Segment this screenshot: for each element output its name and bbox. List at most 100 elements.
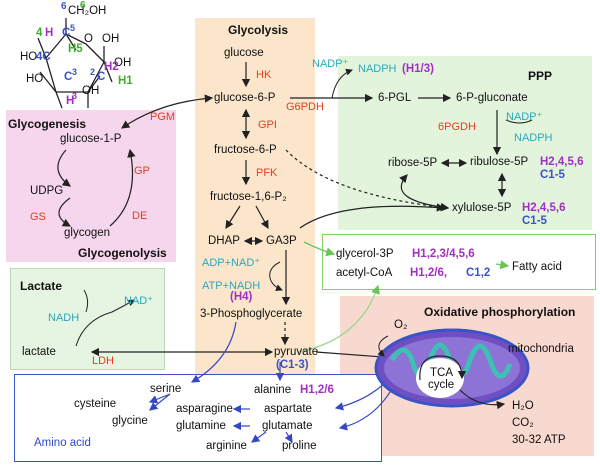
glycine-label: glycine xyxy=(112,415,148,427)
pgm-enzyme: PGM xyxy=(150,111,176,123)
asparagine-label: asparagine xyxy=(176,403,233,415)
glucose-h3: H xyxy=(66,95,75,107)
glycogen-panel xyxy=(6,110,176,262)
proline-label: proline xyxy=(282,440,317,452)
co2-label: CO₂ xyxy=(512,417,534,429)
alanine-label: alanine xyxy=(254,384,292,396)
glycerol-h-label: H1,2,3/4,5,6 xyxy=(412,248,475,260)
glucose-6p-label: glucose-6-P xyxy=(214,92,276,104)
fatty-acid-label: Fatty acid xyxy=(512,261,562,273)
acetyl-h-label: H1,2/6, xyxy=(410,267,448,279)
udpg-label: UDPG xyxy=(30,185,64,197)
6pgdh-enzyme: 6PGDH xyxy=(438,121,476,133)
amino-acid-title: Amino acid xyxy=(34,437,91,449)
acetyl-coa-label: acetyl-CoA xyxy=(336,267,393,279)
pyruvate-label: pyruvate xyxy=(274,346,319,358)
glucose-oh3: OH xyxy=(82,85,100,97)
mitochondria-label: mitochondria xyxy=(508,343,574,355)
glucose-ho3: HO xyxy=(26,73,44,85)
glucose-oh1: OH xyxy=(102,33,120,45)
g6pdh-enzyme: G6PDH xyxy=(286,101,324,113)
nadh-cofactor: NADH xyxy=(48,312,80,324)
glucose-c3-index: 3 xyxy=(72,67,78,77)
fatty-acid-panel xyxy=(322,234,596,290)
glycogenolysis-title: Glycogenolysis xyxy=(78,246,167,260)
6-p-gluconate-label: 6-P-gluconate xyxy=(456,92,528,104)
nadp-cofactor-2: NADP⁺ xyxy=(506,111,543,123)
gp-enzyme: GP xyxy=(134,165,150,177)
glutamate-label: glutamate xyxy=(262,420,313,432)
3-phosphoglycerate-label: 3-Phosphoglycerate xyxy=(200,308,303,320)
h2o-label: H₂O xyxy=(512,400,534,412)
xylulose-c-label: C1-5 xyxy=(522,215,547,227)
glucose-h4-index: 4 xyxy=(36,27,43,39)
fructose-6p-label: fructose-6-P xyxy=(214,144,277,156)
hk-enzyme: HK xyxy=(256,69,272,81)
atp-nadh-cofactor: ATP+NADH xyxy=(202,280,261,292)
aspartate-label: aspartate xyxy=(264,403,312,415)
ribose-5p-label: ribose-5P xyxy=(388,157,438,169)
arginine-label: arginine xyxy=(206,440,247,452)
adp-nad-cofactor: ADP+NAD⁺ xyxy=(202,257,261,269)
cysteine-label: cysteine xyxy=(74,398,117,410)
nadp-cofactor: NADP⁺ xyxy=(312,58,349,70)
fructose-16p2-label: fructose-1,6-P₂ xyxy=(210,191,287,203)
glucose-ring-o: O xyxy=(84,33,93,45)
pfk-enzyme: PFK xyxy=(256,167,278,179)
ppp-panel xyxy=(338,56,592,230)
glucose-oh2: OH xyxy=(114,57,132,69)
ga3p-label: GA3P xyxy=(266,235,297,247)
h4-label: (H4) xyxy=(230,291,253,303)
glycogen-label: glycogen xyxy=(64,227,111,239)
glycolysis-panel xyxy=(195,18,315,376)
glucose-h3-index: 3 xyxy=(72,91,78,101)
mitochondria-shape xyxy=(374,328,530,408)
c1-3-label: (C1-3) xyxy=(276,359,309,371)
glucose-h1: H1 xyxy=(118,75,133,87)
acetyl-c-label: C1,2 xyxy=(466,267,491,279)
glycolysis-title: Glycolysis xyxy=(228,23,289,37)
oxphos-title: Oxidative phosphorylation xyxy=(424,305,576,319)
glucose-h6: 6 xyxy=(80,0,86,11)
serine-label: serine xyxy=(150,383,182,395)
glucose-c4: 4C xyxy=(36,51,51,63)
glutamine-label: glutamine xyxy=(176,420,226,432)
ldh-enzyme: LDH xyxy=(92,355,115,367)
glucose-c5: C xyxy=(62,27,71,39)
de-enzyme: DE xyxy=(132,210,148,222)
gpi-enzyme: GPI xyxy=(258,119,277,131)
glucose-structure xyxy=(37,18,113,109)
h1-3-label: (H1/3) xyxy=(402,63,434,75)
alanine-h-label: H1,2/6 xyxy=(300,384,334,396)
glucose-c6-index: 6 xyxy=(61,1,67,12)
glucose-c2-index: 2 xyxy=(90,67,96,77)
ribulose-h-label: H2,4,5,6 xyxy=(540,156,584,168)
amino-acid-panel xyxy=(14,374,382,462)
glucose-h4: H xyxy=(45,27,54,39)
dhap-label: DHAP xyxy=(208,235,240,247)
glucose-c5-index: 5 xyxy=(70,23,76,33)
glycogenesis-title: Glycogenesis xyxy=(8,117,87,131)
nad-cofactor: NAD⁺ xyxy=(124,295,154,307)
6-pgl-label: 6-PGL xyxy=(378,92,412,104)
glucose-ch2oh: CH₂OH xyxy=(68,5,107,17)
tca-label: TCA xyxy=(430,367,453,379)
lactate-label: lactate xyxy=(22,346,56,358)
glucose-1p-label: glucose-1-P xyxy=(60,133,122,145)
ribulose-c-label: C1-5 xyxy=(540,169,565,181)
atp-label: 30-32 ATP xyxy=(512,434,566,446)
glucose-h2: H2 xyxy=(104,61,119,73)
glycerol-3p-label: glycerol-3P xyxy=(336,248,394,260)
o2-label: O₂ xyxy=(394,319,408,331)
xylulose-5p-label: xylulose-5P xyxy=(452,202,512,214)
glucose-ho4: HO xyxy=(20,51,38,63)
xylulose-h-label: H2,4,5,6 xyxy=(522,202,566,214)
gs-enzyme: GS xyxy=(30,211,46,223)
glucose-h5: H5 xyxy=(68,43,83,55)
cycle-label: cycle xyxy=(428,379,455,391)
lactate-title: Lactate xyxy=(20,279,63,293)
ppp-title: PPP xyxy=(528,69,553,83)
glucose-c3: C xyxy=(64,71,73,83)
ribulose-5p-label: ribulose-5P xyxy=(470,156,529,168)
